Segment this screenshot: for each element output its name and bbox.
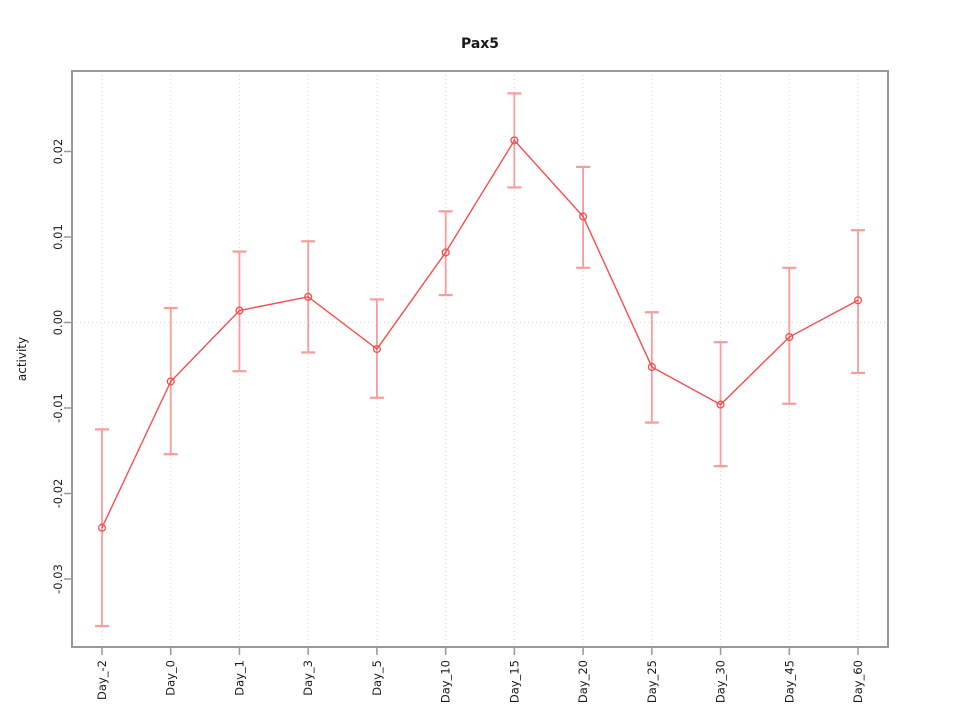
x-tick-label: Day_5 — [370, 660, 384, 696]
data-point — [97, 523, 107, 532]
x-tick-label: Day_10 — [439, 660, 453, 703]
gridlines — [72, 71, 888, 647]
y-axis: 0.02 0.01 0.00 -0.01 -0.02 -0.03 — [51, 139, 71, 594]
data-point — [510, 136, 519, 145]
plot-border — [71, 70, 889, 648]
y-tick-label: -0.02 — [51, 479, 65, 509]
x-tick-label: Day_45 — [782, 660, 796, 703]
x-tick-label: Day_1 — [232, 660, 246, 696]
data-point — [853, 296, 863, 305]
data-point — [647, 362, 656, 372]
plot-box-rect — [71, 70, 889, 648]
y-tick-label: 0.00 — [51, 310, 65, 336]
x-tick-label: Day_25 — [645, 660, 659, 703]
x-tick-label: Day_15 — [507, 660, 521, 703]
data-series — [95, 92, 866, 628]
x-tick-label: Day_3 — [301, 660, 315, 696]
y-tick-label: -0.01 — [51, 393, 65, 423]
data-point — [166, 377, 175, 386]
y-tick-label: 0.02 — [51, 139, 65, 165]
x-tick-label: Day_60 — [851, 660, 865, 703]
data-point — [304, 292, 313, 301]
x-tick-label: Day_20 — [576, 660, 590, 703]
x-tick-label: Day_-2 — [95, 660, 109, 700]
y-axis-label: activity — [15, 337, 29, 381]
x-axis: Day_-2 Day_0 Day_1 Day_3 Day_5 Day_10 Day_15 Da… — [95, 648, 865, 703]
x-tick-label: Day_0 — [164, 660, 178, 696]
data-point — [441, 248, 450, 257]
data-point — [716, 400, 725, 409]
y-tick-label: -0.03 — [51, 564, 65, 594]
series-line — [101, 139, 859, 528]
chart-title: Pax5 — [461, 36, 499, 52]
data-point — [372, 344, 381, 354]
data-point — [235, 306, 244, 315]
y-tick-label: 0.01 — [51, 224, 65, 250]
data-point — [785, 332, 794, 342]
data-point — [579, 212, 588, 221]
x-tick-label: Day_30 — [714, 660, 728, 703]
